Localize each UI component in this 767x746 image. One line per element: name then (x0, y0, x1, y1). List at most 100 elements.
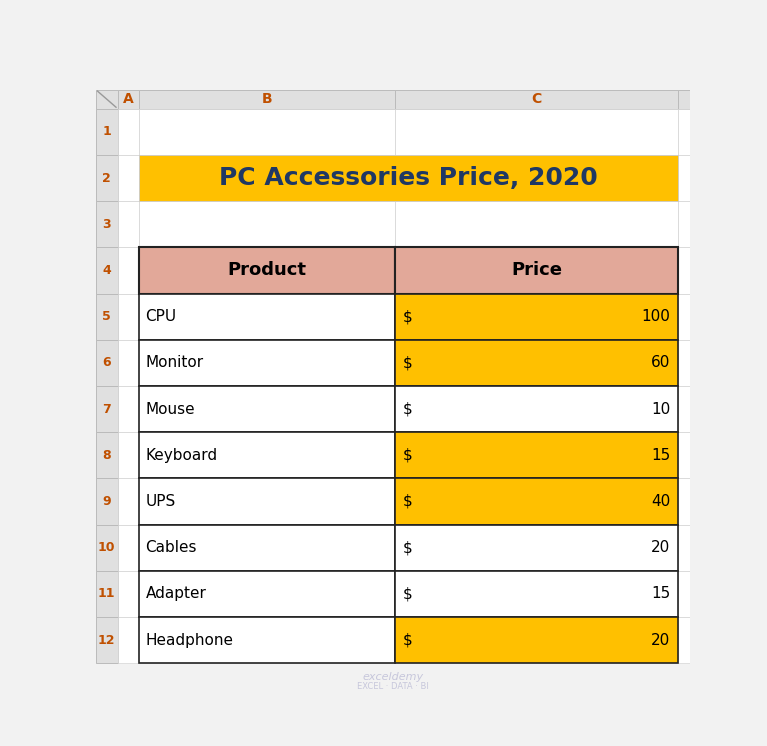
Text: PC Accessories Price, 2020: PC Accessories Price, 2020 (219, 166, 598, 190)
Text: $: $ (403, 540, 413, 555)
Bar (117, 294, 140, 339)
Bar (117, 571, 140, 617)
Bar (678, 432, 690, 478)
Text: Headphone: Headphone (146, 633, 233, 648)
Text: Mouse: Mouse (146, 401, 195, 416)
Bar (96, 478, 117, 524)
Text: A: A (123, 93, 133, 106)
Bar (96, 524, 117, 571)
Text: $: $ (403, 448, 413, 463)
Text: Keyboard: Keyboard (146, 448, 218, 463)
Bar (140, 155, 678, 201)
Bar (117, 386, 140, 432)
Text: $: $ (403, 355, 413, 370)
Text: Product: Product (228, 261, 307, 280)
Text: 15: 15 (651, 448, 670, 463)
Text: 11: 11 (98, 587, 116, 601)
Text: 8: 8 (103, 449, 111, 462)
Text: 20: 20 (651, 633, 670, 648)
Bar (117, 248, 140, 294)
Bar (678, 524, 690, 571)
Text: Adapter: Adapter (146, 586, 206, 601)
Bar (678, 109, 690, 155)
Bar (395, 109, 678, 155)
Bar (96, 432, 117, 478)
Bar (678, 201, 690, 248)
Bar (96, 201, 117, 248)
Bar (395, 201, 678, 248)
Text: Cables: Cables (146, 540, 197, 555)
Bar (117, 478, 140, 524)
Text: 100: 100 (641, 309, 670, 325)
Bar (678, 248, 690, 294)
Bar (140, 432, 395, 478)
Bar (96, 617, 117, 663)
Bar (96, 339, 117, 386)
Bar (395, 386, 678, 432)
Bar (117, 201, 140, 248)
Bar (678, 386, 690, 432)
Bar (140, 201, 395, 248)
Text: 20: 20 (651, 540, 670, 555)
Text: 10: 10 (651, 401, 670, 416)
Bar (678, 294, 690, 339)
Bar (678, 90, 690, 109)
Bar (96, 109, 117, 155)
Text: 5: 5 (102, 310, 111, 323)
Text: C: C (532, 93, 542, 106)
Text: 3: 3 (103, 218, 111, 231)
Bar (96, 90, 117, 109)
Text: 9: 9 (103, 495, 111, 508)
Bar (140, 90, 395, 109)
Bar (140, 248, 395, 294)
Bar (117, 432, 140, 478)
Bar (395, 90, 678, 109)
Bar (96, 571, 117, 617)
Bar (395, 432, 678, 478)
Bar (140, 524, 395, 571)
Text: 40: 40 (651, 494, 670, 509)
Bar (96, 248, 117, 294)
Bar (395, 294, 678, 339)
Bar (96, 386, 117, 432)
Bar (678, 478, 690, 524)
Bar (395, 339, 678, 386)
Bar (395, 571, 678, 617)
Text: $: $ (403, 586, 413, 601)
Bar (678, 571, 690, 617)
Bar (678, 617, 690, 663)
Text: exceldemy: exceldemy (363, 672, 423, 682)
Bar (395, 524, 678, 571)
Bar (140, 339, 395, 386)
Text: CPU: CPU (146, 309, 176, 325)
Text: 6: 6 (103, 357, 111, 369)
Text: $: $ (403, 633, 413, 648)
Text: Monitor: Monitor (146, 355, 203, 370)
Bar (117, 524, 140, 571)
Text: EXCEL · DATA · BI: EXCEL · DATA · BI (357, 682, 429, 691)
Text: Price: Price (511, 261, 562, 280)
Text: 1: 1 (102, 125, 111, 138)
Bar (140, 294, 395, 339)
Text: 4: 4 (102, 264, 111, 277)
Text: UPS: UPS (146, 494, 176, 509)
Text: 7: 7 (102, 403, 111, 416)
Text: 2: 2 (102, 172, 111, 184)
Bar (395, 617, 678, 663)
Bar (96, 294, 117, 339)
Bar (678, 155, 690, 201)
Text: 12: 12 (98, 633, 116, 647)
Bar (140, 571, 395, 617)
Bar (117, 90, 140, 109)
Bar (117, 155, 140, 201)
Bar (117, 339, 140, 386)
Bar (140, 109, 395, 155)
Bar (140, 386, 395, 432)
Bar (140, 617, 395, 663)
Text: $: $ (403, 401, 413, 416)
Bar (117, 109, 140, 155)
Text: $: $ (403, 309, 413, 325)
Bar (395, 478, 678, 524)
Text: 10: 10 (98, 541, 116, 554)
Bar (678, 339, 690, 386)
